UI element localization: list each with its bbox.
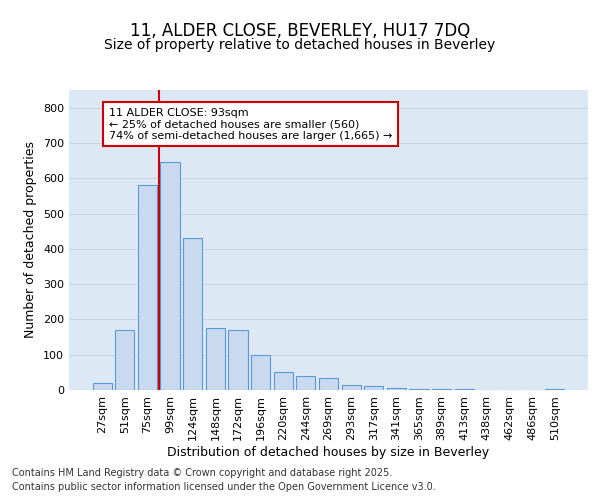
Bar bbox=[319, 378, 338, 390]
Bar bbox=[296, 376, 316, 390]
Bar bbox=[409, 388, 428, 390]
Bar bbox=[274, 372, 293, 390]
Text: Contains HM Land Registry data © Crown copyright and database right 2025.: Contains HM Land Registry data © Crown c… bbox=[12, 468, 392, 477]
Bar bbox=[92, 383, 112, 390]
Bar bbox=[432, 389, 451, 390]
Bar bbox=[251, 354, 270, 390]
Bar bbox=[229, 330, 248, 390]
Bar bbox=[160, 162, 180, 390]
Y-axis label: Number of detached properties: Number of detached properties bbox=[25, 142, 37, 338]
Text: 11 ALDER CLOSE: 93sqm
← 25% of detached houses are smaller (560)
74% of semi-det: 11 ALDER CLOSE: 93sqm ← 25% of detached … bbox=[109, 108, 392, 141]
Text: Contains public sector information licensed under the Open Government Licence v3: Contains public sector information licen… bbox=[12, 482, 436, 492]
Text: 11, ALDER CLOSE, BEVERLEY, HU17 7DQ: 11, ALDER CLOSE, BEVERLEY, HU17 7DQ bbox=[130, 22, 470, 40]
Bar bbox=[115, 330, 134, 390]
Bar bbox=[341, 386, 361, 390]
Text: Size of property relative to detached houses in Beverley: Size of property relative to detached ho… bbox=[104, 38, 496, 52]
Bar bbox=[387, 388, 406, 390]
Bar bbox=[183, 238, 202, 390]
Bar bbox=[206, 328, 225, 390]
Bar bbox=[364, 386, 383, 390]
Bar bbox=[138, 186, 157, 390]
X-axis label: Distribution of detached houses by size in Beverley: Distribution of detached houses by size … bbox=[167, 446, 490, 458]
